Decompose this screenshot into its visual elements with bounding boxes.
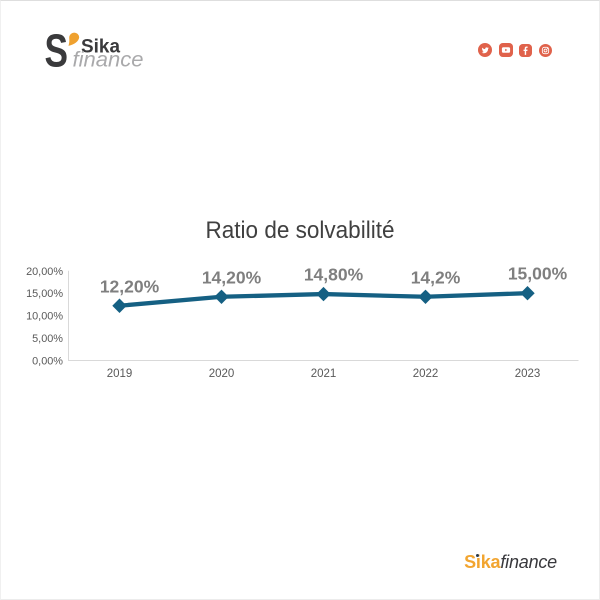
twitter-icon[interactable]: [478, 43, 492, 57]
x-tick-label: 2023: [515, 368, 541, 380]
data-point-marker: [520, 285, 535, 301]
y-tick-label: 10,00%: [26, 311, 63, 323]
chart-title: Ratio de solvabilité: [206, 217, 395, 244]
sika-finance-logo: S Sika finance: [43, 25, 173, 75]
x-tick-label: 2019: [107, 368, 133, 380]
footer-brand-finance: finance: [500, 552, 557, 572]
data-point-label: 14,2%: [411, 267, 461, 287]
footer-wordmark: Sikafinance: [464, 552, 557, 573]
data-point-label: 14,80%: [304, 265, 364, 285]
instagram-icon[interactable]: [538, 43, 552, 57]
logo-name: Sika: [81, 36, 120, 58]
logo-apostrophe-icon: [68, 32, 80, 46]
youtube-icon[interactable]: [498, 43, 513, 57]
footer-brand-sika: Sika: [464, 552, 501, 572]
y-tick-label: 5,00%: [32, 333, 63, 345]
social-icons: [478, 43, 552, 57]
footer-i-dot: [475, 553, 479, 557]
x-tick-label: 2020: [209, 368, 235, 380]
y-tick-label: 0,00%: [32, 356, 63, 368]
data-point-label: 15,00%: [508, 264, 568, 284]
y-tick-label: 15,00%: [26, 288, 63, 300]
x-tick-label: 2022: [413, 368, 439, 380]
data-point-label: 12,20%: [100, 276, 160, 296]
facebook-icon[interactable]: [519, 43, 532, 57]
logo-letter-s: S: [45, 25, 69, 75]
x-tick-label: 2021: [311, 368, 337, 380]
data-point-marker: [316, 286, 331, 302]
y-tick-label: 20,00%: [26, 266, 63, 278]
data-point-marker: [112, 298, 127, 313]
logo-subname: finance: [73, 47, 144, 71]
solvency-ratio-chart: Ratio de solvabilité 20,00% 15,00% 10,00% 5,…: [26, 217, 579, 380]
data-point-label: 14,20%: [202, 267, 262, 287]
data-point-marker: [214, 289, 229, 304]
data-point-marker: [418, 289, 433, 304]
